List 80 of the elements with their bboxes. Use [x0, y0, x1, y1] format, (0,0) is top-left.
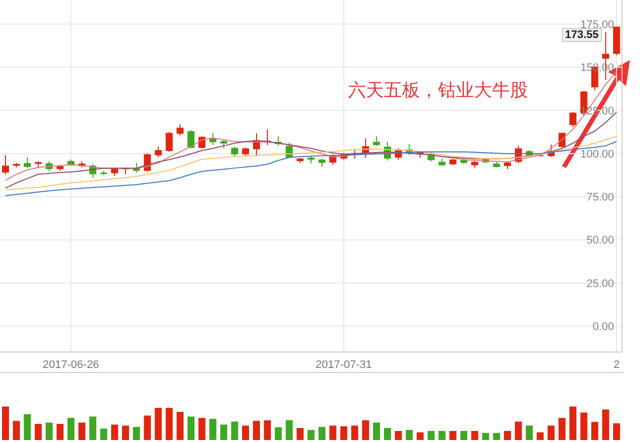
bar	[613, 423, 620, 440]
bar	[460, 430, 468, 440]
bar	[12, 420, 20, 440]
candlestick	[569, 112, 576, 128]
bar	[591, 422, 598, 440]
bar	[536, 432, 544, 440]
bar	[166, 408, 173, 440]
bar	[144, 416, 151, 440]
candlestick	[231, 146, 238, 158]
y-tick-label: 25.00	[586, 278, 614, 290]
bar	[406, 430, 413, 440]
bar	[416, 432, 424, 440]
bar	[384, 428, 391, 440]
bar	[318, 426, 326, 440]
bar	[67, 418, 74, 440]
bar	[362, 420, 370, 440]
x-tick-label: 2017-06-26	[42, 358, 100, 371]
y-tick-label: 0.00	[592, 321, 614, 334]
bar	[504, 430, 511, 440]
bar	[580, 412, 588, 440]
bar	[89, 416, 96, 440]
bar	[34, 424, 42, 440]
candlestick	[558, 132, 566, 148]
bar	[56, 424, 64, 440]
bar	[231, 422, 238, 440]
bar	[471, 430, 478, 440]
candlestick	[188, 130, 195, 149]
bar	[242, 426, 250, 440]
bar	[373, 422, 380, 440]
bar	[188, 416, 195, 440]
y-tick-label: 75.00	[586, 192, 614, 204]
bar	[24, 414, 31, 440]
bar	[296, 428, 304, 440]
bar	[438, 430, 446, 440]
candlestick	[2, 154, 9, 175]
bar	[252, 420, 260, 440]
bar	[220, 424, 228, 440]
candlestick	[373, 136, 380, 146]
bar	[394, 430, 402, 440]
bar	[514, 422, 522, 440]
candlestick	[24, 156, 31, 169]
candlestick	[198, 136, 206, 149]
bar	[154, 408, 162, 440]
bar	[46, 422, 53, 440]
bar	[308, 430, 315, 440]
bar	[100, 428, 108, 440]
candlestick	[166, 132, 173, 152]
bar	[286, 420, 293, 440]
bar	[132, 426, 140, 440]
bar	[122, 426, 130, 440]
candlestick	[154, 146, 162, 158]
bar	[558, 418, 566, 440]
bar	[274, 427, 282, 440]
annotation: 六天五板，钴业大牛股	[348, 79, 528, 102]
bar	[602, 410, 610, 440]
line-series	[4, 70, 618, 181]
bar	[493, 432, 500, 440]
line-series	[4, 136, 618, 190]
x-tick-label: 2017-07-31	[316, 358, 372, 371]
bar	[209, 418, 216, 440]
bar	[329, 426, 336, 440]
bar	[340, 426, 348, 440]
bar	[449, 430, 456, 440]
annotation: 173.55	[562, 28, 602, 42]
bar	[526, 426, 533, 440]
bar	[264, 420, 271, 440]
bar	[351, 426, 358, 440]
bar	[111, 424, 118, 440]
bar	[428, 430, 435, 440]
y-tick-label: 100.00	[580, 148, 614, 160]
bar	[482, 432, 490, 440]
bar	[569, 406, 576, 440]
bar	[78, 422, 86, 440]
bar	[548, 426, 555, 440]
bar	[198, 418, 206, 440]
x-tick-label: 2	[613, 358, 620, 371]
bar	[2, 406, 9, 440]
y-tick-label: 50.00	[586, 234, 614, 247]
bar	[176, 412, 184, 440]
candlestick	[176, 124, 184, 136]
